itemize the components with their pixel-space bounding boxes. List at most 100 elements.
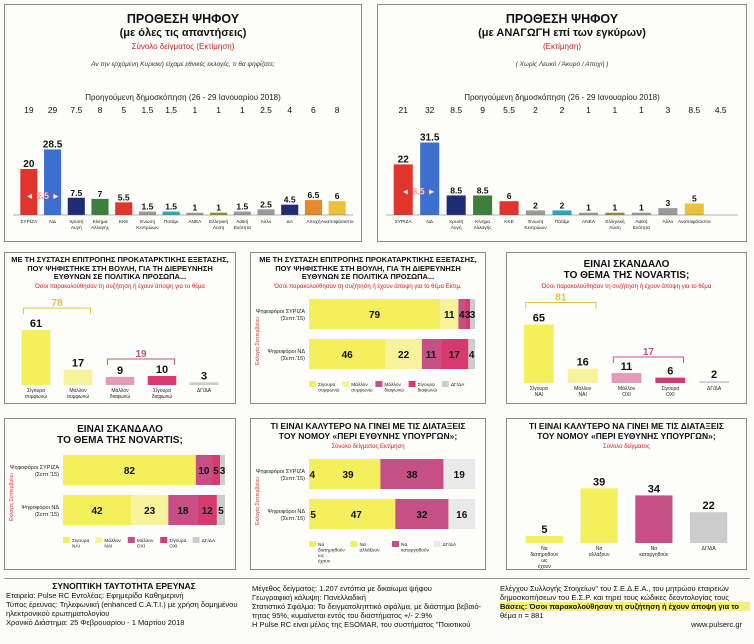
chart-p6: Ψηφοφόροι ΣΥΡΙΖΑ(Σεπτ.'15) 82 10 5 3Ψηφοφόρο… xyxy=(8,455,226,550)
panel-vote-intention-valid: ΠΡΟΘΕΣΗ ΨΗΦΟΥ (με ΑΝΑΓΩΓΗ επί των εγκύρω… xyxy=(377,4,747,242)
prev-poll-label: Προηγούμενη δημοσκόπηση (26 - 29 Ιανουαρ… xyxy=(85,93,281,102)
footer-line: ηλεκτρονικού ερωτηματολογίου xyxy=(6,609,110,618)
bar-value: 16 xyxy=(577,357,589,369)
prev-value: 5.5 xyxy=(503,105,515,115)
panel-law-total: ΤΙ ΕΙΝΑΙ ΚΑΛΥΤΕΡΟ ΝΑ ΓΙΝΕΙ ΜΕ ΤΙΣ ΔΙΑΤΑΞ… xyxy=(506,418,747,570)
legend-swatch xyxy=(375,381,383,387)
bar xyxy=(526,210,546,215)
stack-segment xyxy=(395,499,449,529)
stack-segment xyxy=(309,299,441,329)
stack-segment xyxy=(131,495,169,525)
bar-label: ΔΑ xyxy=(287,219,294,225)
panel-committee-total: ΜΕ ΤΗ ΣΥΣΤΑΣΗ ΕΠΙΤΡΟΠΗΣ ΠΡΟΚΑΤΑΡΚΤΙΚΗΣ Ε… xyxy=(4,252,236,404)
bar xyxy=(567,368,598,383)
prev-value: 1.5 xyxy=(165,105,177,115)
segment-value: 22 xyxy=(398,350,410,361)
stack-segment xyxy=(220,455,225,485)
row-label: (Σεπτ.'15) xyxy=(35,472,59,478)
bar-value: 1 xyxy=(586,203,591,213)
bar-value: 2.5 xyxy=(260,199,272,209)
panel-title: ΠΡΟΘΕΣΗ ΨΗΦΟΥ xyxy=(505,12,619,26)
bar-label: Κεντρώων xyxy=(524,224,547,231)
stack-segment xyxy=(443,459,475,489)
prev-value: 19 xyxy=(24,105,34,115)
bar-value: 6.5 xyxy=(308,190,320,200)
footer-url[interactable]: www.pulserc.gr xyxy=(691,620,742,629)
bar-value: 1 xyxy=(613,203,618,213)
prev-value: 6 xyxy=(311,105,316,115)
row-label: (Σεπτ.'15) xyxy=(281,316,305,322)
bar-value: 1 xyxy=(639,203,644,213)
gap-label: ◄ 8.5 ► xyxy=(25,191,60,201)
prev-value: 21 xyxy=(398,105,408,115)
bar-label: ΚΚΕ xyxy=(504,219,514,225)
panel-title: ΕΙΝΑΙ ΣΚΑΝΔΑΛΟ xyxy=(583,259,670,270)
segment-value: 18 xyxy=(177,506,189,517)
stack-segment xyxy=(309,339,386,369)
prev-value: 1.5 xyxy=(142,105,154,115)
bar-label: Αυγή xyxy=(451,224,462,231)
footer-line: τητας 95%, κυμαίνεται εντός του διαστήμα… xyxy=(252,611,433,620)
segment-value: 16 xyxy=(456,510,468,521)
prev-value: 7.5 xyxy=(70,105,82,115)
prev-value: 4.5 xyxy=(715,105,727,115)
legend-swatch xyxy=(441,381,449,387)
row-label: Ψηφοφόροι ΣΥΡΙΖΑ xyxy=(256,308,305,315)
bar-label: Σίγουρα xyxy=(530,386,548,392)
row-label: Ψηφοφόροι ΣΥΡΙΖΑ xyxy=(10,464,59,471)
bar xyxy=(580,488,618,543)
bar xyxy=(446,195,466,215)
panel-base: Όσοι παρακολούθησαν τη συζήτηση ή έχουν … xyxy=(274,284,462,290)
stack-segment xyxy=(212,455,221,485)
footer-col-3: Ελέγχου Συλλογής Στοιχείων" του Σ.Ε.Δ.Ε.… xyxy=(500,584,750,629)
bar xyxy=(658,208,678,215)
bar-value: 1 xyxy=(192,203,197,213)
legend-swatch xyxy=(160,537,168,543)
prev-value: 8.5 xyxy=(688,105,700,115)
row-label: (Σεπτ.'15) xyxy=(281,476,305,482)
row-label: (Σεπτ.'15) xyxy=(281,356,305,362)
bar xyxy=(257,209,275,215)
prev-value: 5 xyxy=(121,105,126,115)
bar-label: Ενότητα xyxy=(234,224,252,231)
segment-value: 17 xyxy=(449,350,461,361)
bar xyxy=(525,536,563,543)
bar xyxy=(420,142,440,215)
legend-swatch xyxy=(63,537,70,543)
legend-swatch xyxy=(433,541,441,547)
stack-segment xyxy=(440,339,469,369)
bar xyxy=(115,202,133,215)
bar-label: ΚΚΕ xyxy=(119,219,129,225)
bar-label: Άλλο xyxy=(261,219,272,225)
legend-label: έχουν xyxy=(318,558,331,565)
bar xyxy=(499,201,519,215)
side-label: Εκλογές Σεπτεμβρίου xyxy=(8,473,15,521)
prev-value: 1 xyxy=(192,105,197,115)
legend-label: Μάλλον xyxy=(351,381,368,388)
chart-p4: Ψηφοφόροι ΣΥΡΙΖΑ(Σεπτ.'15) 79 11 4 3 3Ψηφοφόρ… xyxy=(254,299,476,394)
bar xyxy=(473,195,493,215)
bar xyxy=(393,164,413,215)
panel-base: Σύνολο δείγματος Εκτίμηση xyxy=(331,444,405,450)
footer-col-1: ΣΥΝΟΠΤΙΚΗ ΤΑΥΤΟΤΗΤΑ ΕΡΕΥΝΑΣ Εταιρεία: Pu… xyxy=(6,582,242,628)
bar-value: 9 xyxy=(117,365,123,377)
bar xyxy=(524,324,554,383)
bar-label: Σίγουρα xyxy=(27,388,45,394)
bar xyxy=(63,369,93,385)
bar xyxy=(67,197,85,215)
legend-label: ΔΓ/ΔΑ xyxy=(443,542,457,548)
segment-value: 46 xyxy=(342,350,354,361)
bar-label: ΔΓ/ΔΑ xyxy=(702,546,717,552)
bar-value: 8.5 xyxy=(477,185,489,195)
bar-label: Αλλαγής xyxy=(474,224,493,231)
bar xyxy=(635,495,673,543)
segment-value: 4 xyxy=(469,350,475,361)
bar-label: Αναποφάσιστοι xyxy=(321,218,354,225)
bar-value: 11 xyxy=(621,361,633,373)
bar xyxy=(611,373,642,383)
stack-segment xyxy=(195,455,213,485)
prev-value: 29 xyxy=(48,105,58,115)
bar-label: Αναποφάσιστοι xyxy=(678,218,711,225)
prev-value: 32 xyxy=(425,105,435,115)
legend-label: καταργηθούν xyxy=(401,547,429,554)
